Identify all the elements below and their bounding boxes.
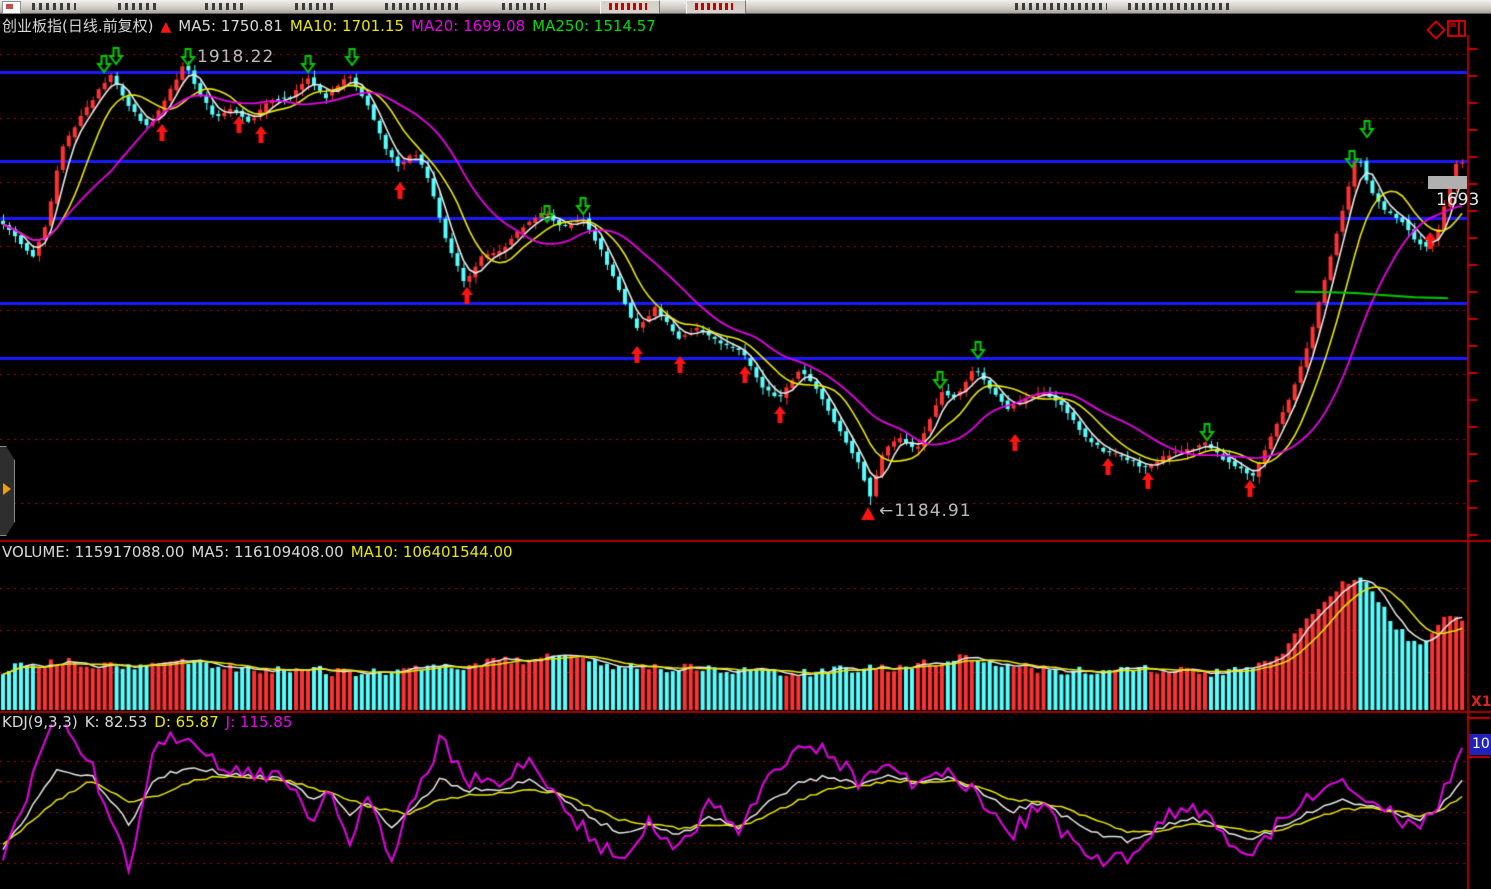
split-window-icon[interactable] (1447, 20, 1466, 37)
volume-ma5: MA5: 116109408.00 (191, 543, 344, 561)
menu-fragment (205, 3, 247, 10)
menu-fragment (385, 3, 461, 10)
current-price-label: 1693 (1436, 190, 1480, 210)
menu-fragment (295, 3, 335, 10)
volume-ma10: MA10: 106401544.00 (350, 543, 513, 561)
kdj-d-value: D: 65.87 (154, 713, 219, 731)
app-icon (2, 1, 21, 14)
expand-arrow-icon (3, 483, 11, 495)
menu-fragment (118, 3, 158, 10)
menu-fragment (1015, 3, 1107, 10)
ma-legend-item-1: MA10: 1701.15 (289, 17, 405, 35)
volume-value: VOLUME: 115917088.00 (2, 543, 185, 561)
ma-legend-item-3: MA250: 1514.57 (532, 17, 656, 35)
kdj-j-value: J: 115.85 (225, 713, 293, 731)
menu-fragment (1128, 3, 1230, 10)
kdj-k-value: K: 82.53 (84, 713, 148, 731)
ma-legend: MA5: 1750.81 MA10: 1701.15 MA20: 1699.08 MA… (178, 17, 663, 35)
low-price-annotation: ←1184.91 (879, 501, 972, 521)
main-chart-header: 创业板指(日线.前复权) ▲ MA5: 1750.81 MA10: 1701.15 MA… (2, 15, 670, 36)
ma-legend-item-0: MA5: 1750.81 (178, 17, 283, 35)
quote-value-fragment (695, 3, 733, 10)
menu-bar[interactable] (0, 0, 1491, 14)
quote-value-fragment (609, 3, 647, 10)
up-arrow-icon: ▲ (160, 19, 172, 35)
kdj-header: KDJ(9,3,3) K: 82.53 D: 65.87 J: 115.85 (2, 713, 299, 731)
high-price-annotation: 1918.22 (197, 47, 275, 67)
menu-fragment (502, 3, 546, 10)
menu-fragment (32, 3, 76, 10)
ma-legend-item-2: MA20: 1699.08 (411, 17, 526, 35)
sidebar-expand-handle[interactable] (0, 446, 15, 536)
kdj-scale-badge[interactable]: 10 (1469, 734, 1491, 755)
volume-header: VOLUME: 115917088.00 MA5: 116109408.00 MA1… (2, 543, 520, 561)
kdj-title: KDJ(9,3,3) (2, 713, 78, 731)
zoom-scale-label[interactable]: X1 (1471, 694, 1491, 710)
current-price-tag (1428, 176, 1467, 189)
instrument-title: 创业板指(日线.前复权) (2, 17, 154, 35)
